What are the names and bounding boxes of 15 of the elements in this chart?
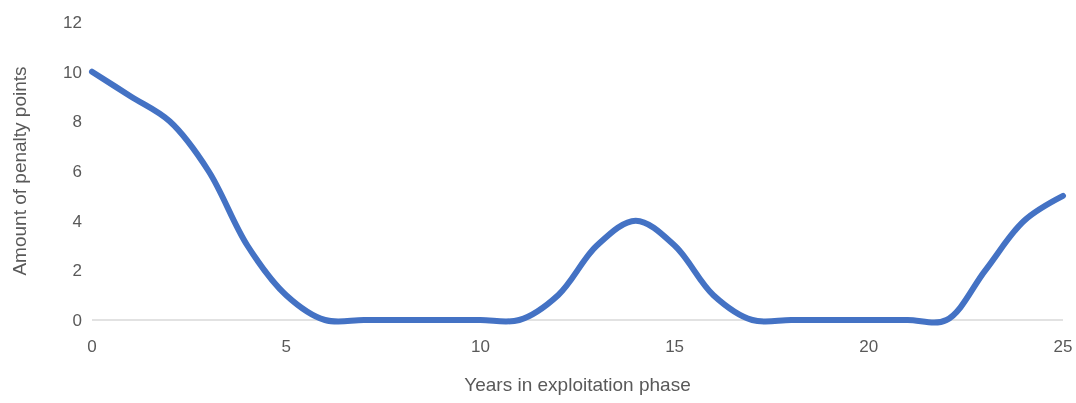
y-tick-label: 2 (72, 261, 82, 281)
x-tick-label: 10 (470, 337, 490, 356)
y-tick-label: 6 (72, 161, 82, 181)
x-tick-label: 5 (281, 337, 291, 356)
y-tick-label: 12 (63, 12, 82, 32)
y-tick-label: 8 (72, 112, 82, 132)
y-axis-title: Amount of penalty points (9, 66, 30, 276)
y-tick-label: 10 (63, 62, 82, 82)
x-tick-label: 25 (1053, 337, 1073, 356)
y-tick-label: 4 (72, 211, 82, 231)
x-tick-label: 0 (87, 337, 97, 356)
x-tick-label: 15 (665, 337, 685, 356)
x-tick-label: 20 (859, 337, 879, 356)
x-axis-title: Years in exploitation phase (464, 374, 691, 395)
y-tick-label: 0 (72, 310, 82, 330)
